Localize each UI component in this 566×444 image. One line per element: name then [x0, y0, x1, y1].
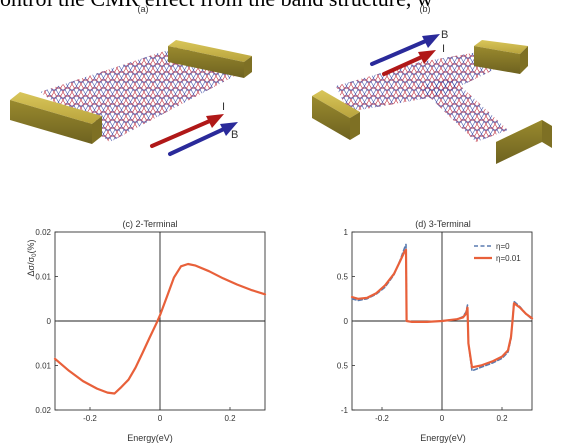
current-arrow-a [150, 114, 224, 148]
chart-c-x-tick-label: -0.2 [83, 414, 97, 423]
graphene-sheet-b [336, 50, 518, 142]
chart-c-y-axis-label: Δσ/σ0(%) [26, 240, 38, 277]
gold-contact-top-b [474, 40, 528, 74]
chart-d-x-tick-label: -0.2 [375, 414, 389, 423]
chart-3-terminal: (d) 3-Terminal Energy(eV) -0.2 0 0.2 1 0.5 0 0… [337, 219, 534, 443]
panel-a-illustration: (a) I B [10, 4, 252, 156]
chart-c-series-line-1 [53, 262, 267, 395]
chart-d-title: (d) 3-Terminal [415, 219, 471, 229]
field-arrow-b [370, 34, 440, 66]
chart-c-y-tick-label: 0.01 [35, 273, 51, 282]
chart-d-y-tick-label: -1 [341, 406, 349, 415]
chart-c-y-tick-label: 0 [47, 317, 52, 326]
current-label-b: I [442, 43, 445, 55]
cut-off-header-text: ontrol the CMR effect from the band stru… [0, 0, 566, 16]
chart-d-x-tick-label: 0.2 [496, 414, 508, 423]
chart-d-x-tick-label: 0 [440, 414, 445, 423]
field-label-b: B [441, 29, 448, 41]
chart-c-y-tick-label: 0.02 [35, 406, 51, 415]
gold-contact-bottom-b [496, 120, 552, 164]
chart-c-title: (c) 2-Terminal [122, 219, 177, 229]
header-text: ontrol the CMR effect from the band stru… [0, 0, 433, 12]
panel-b-illustration: (b) [312, 4, 552, 164]
current-arrow-b [382, 50, 436, 76]
panel-a-label: (a) [138, 4, 149, 14]
chart-c-y-tick-label: 0.01 [35, 362, 51, 371]
field-label-a: B [231, 129, 238, 141]
current-label-a: I [222, 101, 225, 113]
chart-c-x-axis-label: Energy(eV) [127, 433, 173, 443]
field-arrow-a [168, 122, 238, 156]
chart-d-y-tick-label: 0 [344, 317, 349, 326]
chart-d-y-tick-label: 0.5 [337, 362, 349, 371]
gold-contact-left-a [10, 92, 102, 144]
gold-contact-right-a [168, 40, 252, 78]
chart-d-legend-label: η=0.01 [496, 254, 521, 263]
chart-c-x-tick-label: 0 [158, 414, 163, 423]
chart-c-x-tick-label: 0.2 [224, 414, 236, 423]
chart-d-series-line-2 [350, 248, 534, 369]
chart-d-x-axis-label: Energy(eV) [420, 433, 466, 443]
gold-contact-left-b [312, 90, 360, 140]
chart-2-terminal: (c) 2-Terminal Δσ/σ0(%) Energy(eV) -0.2 0… [26, 219, 267, 443]
chart-d-y-tick-label: 0.5 [337, 273, 349, 282]
chart-d-legend-label: η=0 [496, 242, 510, 251]
chart-c-y-tick-label: 0.02 [35, 228, 51, 237]
chart-d-legend: η=0 η=0.01 [474, 242, 521, 263]
chart-d-y-tick-label: 1 [344, 228, 349, 237]
panel-b-label: (b) [420, 4, 431, 14]
